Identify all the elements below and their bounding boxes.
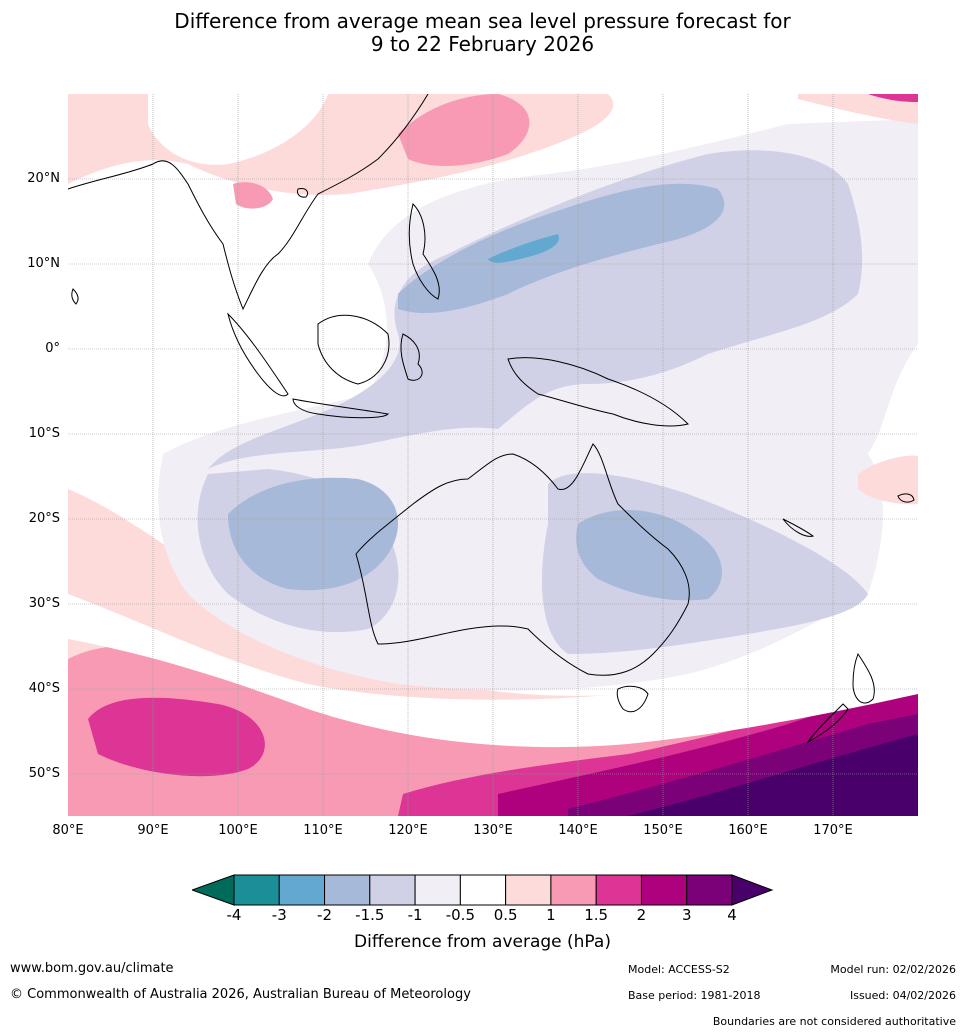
sulawesi-coast xyxy=(400,333,423,381)
title-line-2: 9 to 22 February 2026 xyxy=(370,32,595,56)
footer-model: Model: ACCESS-S2 xyxy=(628,963,730,976)
colorbar-cell xyxy=(686,874,733,906)
contour-north-white xyxy=(148,94,328,165)
colorbar-cell xyxy=(595,874,642,906)
footer-base-period: Base period: 1981-2018 xyxy=(628,989,761,1002)
contour-ne-magenta xyxy=(868,94,918,102)
contour-blue-north xyxy=(398,183,725,314)
colorbar-cells xyxy=(233,874,733,906)
colorbar-cell xyxy=(233,874,280,906)
colorbar-tick-label: -0.5 xyxy=(445,906,475,924)
new-zealand-north xyxy=(852,652,875,704)
lat-label-20s: 20°S xyxy=(28,511,60,526)
colorbar-cell xyxy=(640,874,688,906)
footer-model-run: Model run: 02/02/2026 xyxy=(830,963,956,976)
lat-label-40s: 40°S xyxy=(28,681,60,696)
sumatra-coast xyxy=(227,312,289,397)
map-canvas xyxy=(68,94,918,816)
lat-label-20n: 20°N xyxy=(27,171,60,186)
lon-label-80e: 80°E xyxy=(52,823,84,838)
lat-label-10s: 10°S xyxy=(28,426,60,441)
fiji xyxy=(897,493,915,503)
contour-east-pink xyxy=(858,455,918,505)
contour-mid-blue xyxy=(488,234,559,263)
philippines-coast xyxy=(408,203,440,300)
lat-label-10n: 10°N xyxy=(27,256,60,271)
colorbar xyxy=(192,874,774,906)
title-line-1: Difference from average mean sea level p… xyxy=(174,9,791,33)
asia-mainland-coast xyxy=(68,94,429,311)
contour-ne-pink xyxy=(798,94,918,124)
lon-label-110e: 110°E xyxy=(303,823,343,838)
colorbar-cell xyxy=(505,874,552,906)
new-zealand-south xyxy=(806,703,849,744)
colorbar-cell xyxy=(324,874,371,906)
contour-indochina-pink xyxy=(233,182,273,209)
lon-label-160e: 160°E xyxy=(728,823,768,838)
lon-label-90e: 90°E xyxy=(137,823,169,838)
contour-south-magenta-west xyxy=(88,697,265,777)
colorbar-tick-label: 4 xyxy=(727,906,737,924)
contour-south-dark-purple xyxy=(628,734,918,816)
colorbar-cell xyxy=(278,874,326,906)
colorbar-tick-label: -3 xyxy=(271,906,287,924)
contour-north-pink xyxy=(398,94,530,166)
new-guinea-coast xyxy=(507,357,689,427)
graticule xyxy=(68,94,918,816)
footer-url[interactable]: www.bom.gov.au/climate xyxy=(10,961,174,976)
borneo-coast xyxy=(317,314,390,385)
new-caledonia xyxy=(782,518,815,537)
hainan xyxy=(297,188,309,198)
footer-issued: Issued: 04/02/2026 xyxy=(849,989,956,1002)
colorbar-over-arrow xyxy=(731,874,774,906)
colorbar-tick-label: -1.5 xyxy=(355,906,385,924)
lat-label-0: 0° xyxy=(45,341,60,356)
contour-blue-west xyxy=(228,477,398,591)
sri-lanka xyxy=(71,288,79,305)
pressure-anomaly-map xyxy=(68,94,918,816)
footer-boundaries: Boundaries are not considered authoritat… xyxy=(712,1015,956,1028)
colorbar-tick-label: -4 xyxy=(226,906,242,924)
colorbar-under-arrow xyxy=(192,874,235,906)
colorbar-tick-label: -2 xyxy=(317,906,333,924)
colorbar-tick-label: -1 xyxy=(407,906,423,924)
coastlines xyxy=(68,94,915,744)
colorbar-cell xyxy=(414,874,461,906)
footer-copyright: © Commonwealth of Australia 2026, Austra… xyxy=(10,987,471,1002)
lat-label-50s: 50°S xyxy=(28,766,60,781)
australia-coast xyxy=(355,443,690,676)
tasmania-coast xyxy=(616,685,649,713)
map-title: Difference from average mean sea level p… xyxy=(0,10,965,56)
colorbar-title: Difference from average (hPa) xyxy=(354,932,611,952)
lon-label-150e: 150°E xyxy=(643,823,683,838)
colorbar-tick-label: 0.5 xyxy=(493,906,518,924)
lon-label-130e: 130°E xyxy=(473,823,513,838)
colorbar-tick-label: 2 xyxy=(636,906,647,924)
colorbar-tick-label: 1 xyxy=(546,906,556,924)
contour-blue-east xyxy=(576,510,722,601)
colorbar-tick-label: 1.5 xyxy=(584,906,609,924)
contour-neutral-band xyxy=(68,594,918,748)
colorbar-cell xyxy=(459,874,507,906)
colorbar-cell xyxy=(369,874,416,906)
lon-label-120e: 120°E xyxy=(388,823,428,838)
anomaly-contours xyxy=(68,94,918,816)
lat-label-30s: 30°S xyxy=(28,596,60,611)
lon-label-170e: 170°E xyxy=(813,823,853,838)
lon-label-100e: 100°E xyxy=(218,823,258,838)
colorbar-cell xyxy=(550,874,597,906)
java-coast xyxy=(292,398,390,419)
lon-label-140e: 140°E xyxy=(558,823,598,838)
colorbar-tick-label: 3 xyxy=(681,906,692,924)
